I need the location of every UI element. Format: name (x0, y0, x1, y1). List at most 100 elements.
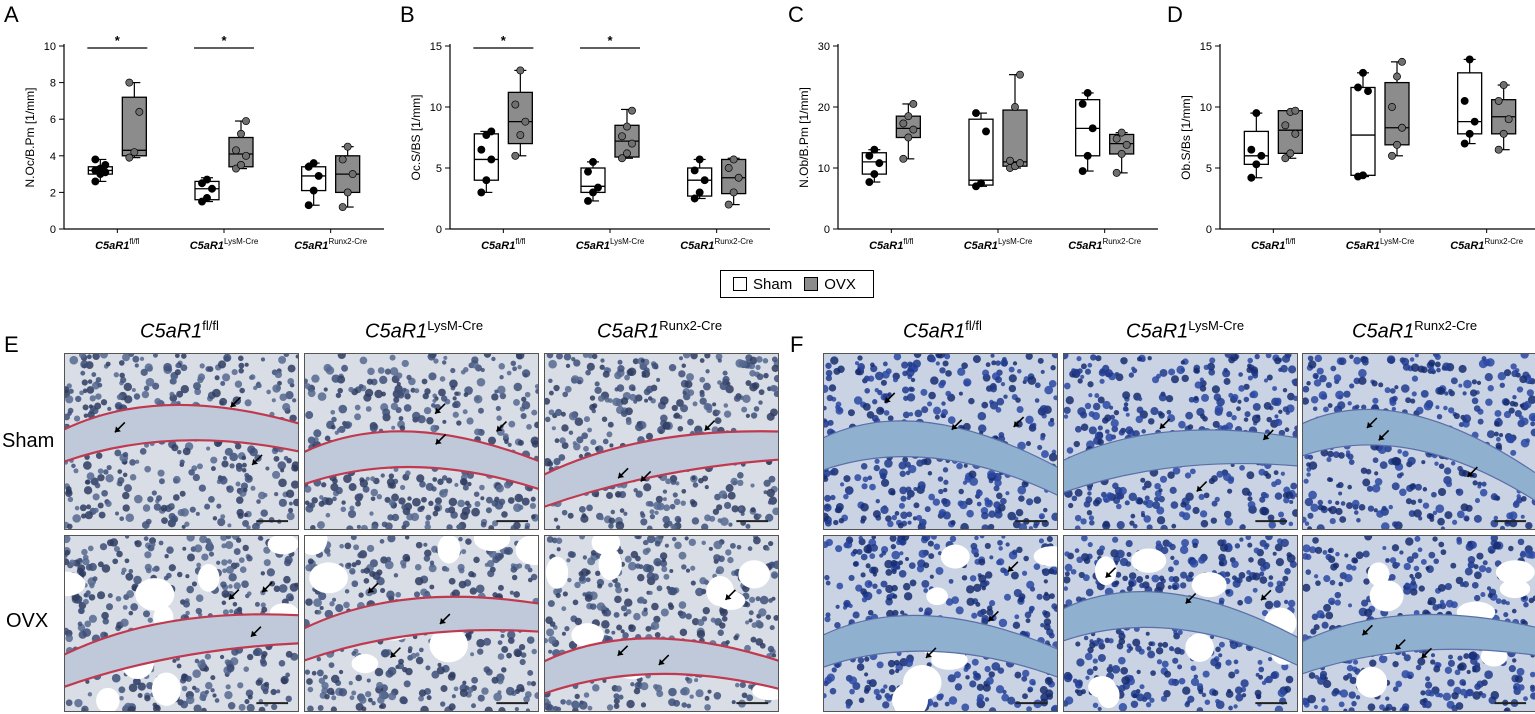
marrow-cell (410, 387, 416, 393)
marrow-cell (1017, 368, 1022, 374)
marrow-cell (1456, 510, 1465, 519)
marrow-cell (398, 390, 405, 397)
marrow-cell (402, 520, 410, 528)
marrow-cell (898, 560, 904, 566)
marrow-cell (891, 584, 898, 592)
micrograph-e-1-1 (304, 535, 539, 712)
marrow-cell (396, 381, 401, 387)
marrow-cell (493, 692, 503, 702)
marrow-cell (908, 464, 917, 474)
marrow-cell (450, 367, 456, 374)
marrow-cell (226, 565, 234, 574)
marrow-cell (753, 406, 760, 412)
marrow-cell (681, 564, 687, 570)
fat-vacuole (197, 564, 220, 592)
marrow-cell (507, 442, 512, 447)
marrow-cell (369, 424, 378, 433)
marrow-cell (353, 544, 360, 551)
marrow-cell (1196, 707, 1204, 711)
marrow-cell (943, 479, 949, 485)
marrow-cell (900, 495, 907, 502)
marrow-cell (279, 393, 287, 401)
marrow-cell (1263, 493, 1270, 499)
marrow-cell (1160, 695, 1168, 702)
marrow-cell (629, 393, 637, 401)
marrow-cell (1118, 703, 1128, 711)
marrow-cell (1448, 388, 1453, 394)
marrow-cell (887, 659, 896, 668)
marrow-cell (843, 493, 849, 500)
data-point (1393, 72, 1401, 81)
marrow-cell (928, 493, 936, 501)
marrow-cell (176, 390, 184, 398)
data-point (1112, 168, 1121, 177)
marrow-cell (1520, 417, 1529, 426)
marrow-cell (317, 392, 327, 401)
data-point (1252, 160, 1261, 169)
marrow-cell (938, 488, 944, 495)
marrow-cell (641, 609, 648, 617)
marrow-cell (991, 662, 1001, 671)
marrow-cell (886, 695, 892, 702)
marrow-cell (227, 701, 236, 710)
marrow-cell (1168, 368, 1176, 376)
marrow-cell (1131, 366, 1136, 371)
marrow-cell (546, 354, 554, 359)
marrow-cell (194, 388, 202, 396)
marrow-cell (615, 521, 625, 529)
marrow-cell (1247, 501, 1256, 509)
marrow-cell (591, 403, 598, 409)
data-point (623, 149, 631, 158)
marrow-cell (256, 499, 261, 504)
arrow-head (618, 472, 625, 479)
marrow-cell (960, 522, 969, 529)
marrow-cell (534, 692, 538, 700)
data-point (208, 184, 216, 193)
marrow-cell (1307, 526, 1313, 529)
marrow-cell (1392, 395, 1398, 402)
marrow-cell (212, 516, 218, 521)
marrow-cell (719, 622, 726, 629)
marrow-cell (260, 602, 266, 608)
marrow-cell (594, 381, 600, 387)
marrow-cell (1090, 354, 1097, 361)
marrow-cell (82, 558, 90, 566)
marrow-cell (305, 669, 311, 675)
marrow-cell (900, 511, 908, 519)
data-point (1388, 151, 1396, 160)
box (1350, 86, 1376, 176)
data-point (135, 107, 144, 116)
marrow-cell (1361, 358, 1369, 366)
marrow-cell (1391, 456, 1400, 466)
y-tick-label: 10 (1200, 102, 1212, 114)
marrow-cell (126, 590, 135, 599)
marrow-cell (260, 571, 265, 576)
marrow-cell (646, 571, 655, 581)
marrow-cell (770, 384, 777, 392)
marrow-cell (244, 474, 253, 483)
marrow-cell (854, 474, 862, 482)
marrow-cell (144, 694, 151, 702)
marrow-cell (111, 673, 121, 683)
marrow-cell (88, 562, 97, 572)
marrow-cell (369, 511, 374, 516)
marrow-cell (1201, 393, 1210, 402)
marrow-cell (1306, 381, 1311, 386)
y-tick-label: 8 (50, 78, 56, 90)
marrow-cell (1158, 495, 1165, 503)
marrow-cell (994, 479, 1002, 487)
marrow-cell (481, 687, 489, 695)
marrow-cell (653, 558, 662, 567)
marrow-cell (355, 674, 363, 682)
marrow-cell (591, 354, 598, 360)
marrow-cell (158, 478, 165, 485)
marrow-cell (611, 630, 616, 635)
marrow-cell (984, 499, 993, 508)
marrow-cell (582, 592, 587, 597)
marrow-cell (143, 536, 149, 541)
marrow-cell (1064, 586, 1069, 591)
marrow-cell (174, 369, 181, 376)
marrow-cell (1272, 551, 1277, 556)
marrow-cell (1122, 406, 1129, 412)
